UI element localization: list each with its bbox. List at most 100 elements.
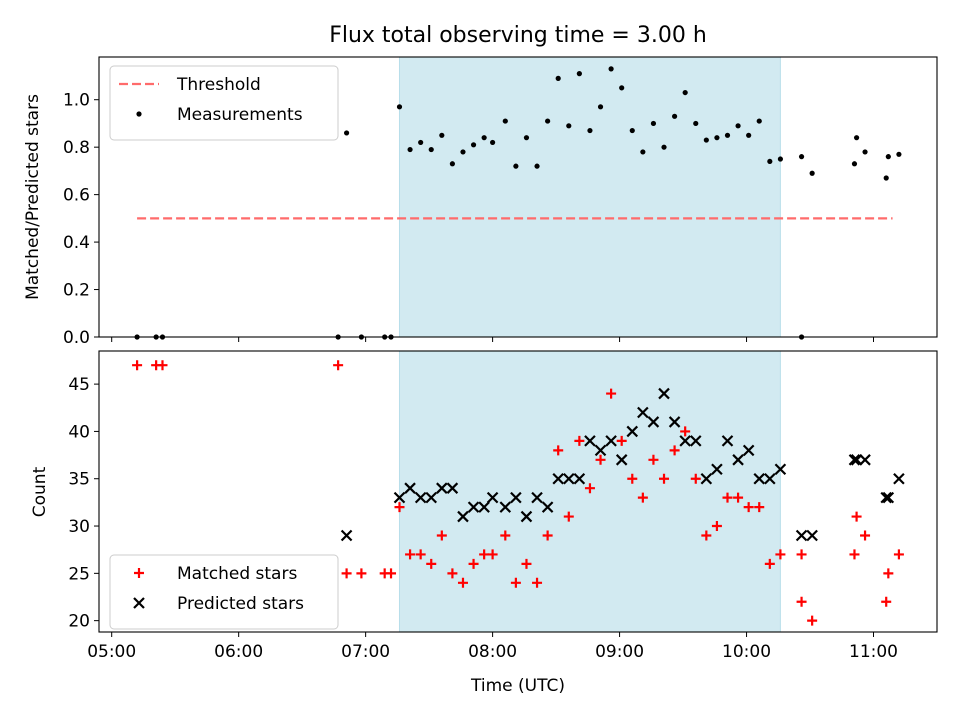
matched-star-point (532, 577, 543, 588)
matched-star-point (659, 473, 670, 484)
matched-star-point (574, 435, 585, 446)
measurement-point (407, 146, 413, 153)
bottom-y-axis-label: Count (30, 466, 50, 517)
x-tick-label: 07:00 (341, 642, 390, 662)
predicted-star-point (393, 491, 406, 504)
matched-star-point (733, 492, 744, 503)
matched-star-point (711, 521, 722, 532)
matched-star-point (764, 558, 775, 569)
matched-star-point (648, 454, 659, 465)
matched-star-point (807, 615, 818, 626)
top-axes-frame (98, 56, 938, 338)
predicted-star-point (499, 501, 512, 513)
x-axis-label: Time (UTC) (470, 676, 565, 696)
x-tick-label: 06:00 (214, 642, 263, 662)
matched-star-point (386, 568, 397, 579)
measurement-point (576, 71, 582, 77)
matched-star-point (356, 568, 367, 579)
top-y-tick-label: 0.8 (63, 138, 90, 158)
predicted-star-point (563, 472, 575, 485)
measurement-point (513, 163, 519, 169)
bottom-y-tick-label: 40 (68, 422, 90, 442)
measurement-point (853, 135, 860, 141)
matched-star-point (616, 435, 627, 446)
legend-label: Predicted stars (177, 594, 304, 614)
predicted-star-point (848, 454, 861, 466)
measurement-point (396, 104, 403, 110)
measurement-point (534, 163, 540, 169)
predicted-star-point (700, 472, 713, 485)
predicted-star-point (531, 491, 543, 504)
matched-star-point (405, 549, 416, 560)
measurement-point (640, 149, 646, 155)
predicted-star-point (721, 435, 734, 447)
predicted-star-point (742, 444, 755, 457)
predicted-star-point (340, 529, 353, 542)
predicted-star-point (467, 501, 480, 513)
predicted-star-point (880, 491, 892, 504)
predicted-star-point (795, 529, 808, 542)
matched-star-point (487, 549, 498, 560)
measurement-point (746, 132, 752, 138)
bottom-y-tick-label: 30 (68, 517, 90, 537)
measurement-point (597, 104, 604, 110)
x-tick-label: 09:00 (595, 642, 644, 662)
measurement-point (767, 158, 773, 165)
matched-star-point (436, 530, 447, 541)
matched-star-point (722, 492, 733, 503)
bottom-y-tick-label: 45 (68, 375, 90, 395)
matched-star-point (669, 445, 680, 456)
measurement-point (490, 139, 496, 146)
measurement-point (502, 118, 508, 124)
top-y-tick-label: 0.6 (63, 186, 90, 206)
measurement-point (587, 127, 593, 134)
matched-star-point (606, 388, 617, 399)
top-y-axis-label: Matched/Predicted stars (23, 94, 43, 300)
matched-star-point (457, 577, 468, 588)
predicted-star-point (414, 491, 427, 504)
measurement-point (428, 146, 434, 153)
predicted-star-point (584, 435, 596, 447)
matched-star-point (637, 492, 648, 503)
predicted-star-point (436, 482, 448, 494)
x-tick-label: 10:00 (722, 642, 771, 662)
bottom-legend: Matched stars Predicted stars (109, 554, 339, 630)
predicted-star-point (425, 491, 438, 504)
matched-star-point (521, 558, 532, 569)
predicted-star-point (404, 482, 416, 494)
matched-star-point (500, 530, 511, 541)
measurement-point (650, 120, 657, 127)
measurement-point (703, 137, 709, 143)
matched-star-point (883, 568, 894, 579)
predicted-star-point (552, 472, 564, 485)
predicted-star-point (637, 406, 649, 419)
predicted-star-point (679, 435, 691, 447)
predicted-star-point (753, 472, 766, 485)
top-y-tick-label: 0.2 (63, 281, 90, 301)
matched-star-point (595, 454, 606, 465)
bottom-legend-box (109, 554, 339, 630)
top-y-tick-label: 1.0 (63, 91, 90, 111)
matched-star-point (690, 473, 701, 484)
predicted-star-point (658, 387, 670, 400)
x-tick-label: 08:00 (468, 642, 517, 662)
measurement-point (777, 156, 784, 162)
x-tick-label: 05:00 (87, 642, 136, 662)
predicted-star-point (689, 435, 702, 447)
measurement-point (724, 132, 731, 138)
top-panel: 0.0 0.2 0.4 0.6 0.8 1.0 Threshold Measurements (63, 56, 938, 348)
predicted-star-point (541, 501, 554, 513)
matched-star-point (468, 558, 479, 569)
matched-star-point (754, 502, 765, 513)
legend-predicted-swatch (133, 597, 145, 609)
bottom-axes-frame (98, 350, 938, 633)
measurement-point (629, 127, 635, 134)
measurement-point (619, 85, 625, 91)
matched-star-point (680, 426, 691, 437)
measurement-point (896, 151, 902, 157)
predicted-star-point (626, 425, 639, 438)
measurement-point (693, 120, 699, 127)
measurement-point (523, 135, 530, 141)
measurement-point (343, 130, 350, 136)
